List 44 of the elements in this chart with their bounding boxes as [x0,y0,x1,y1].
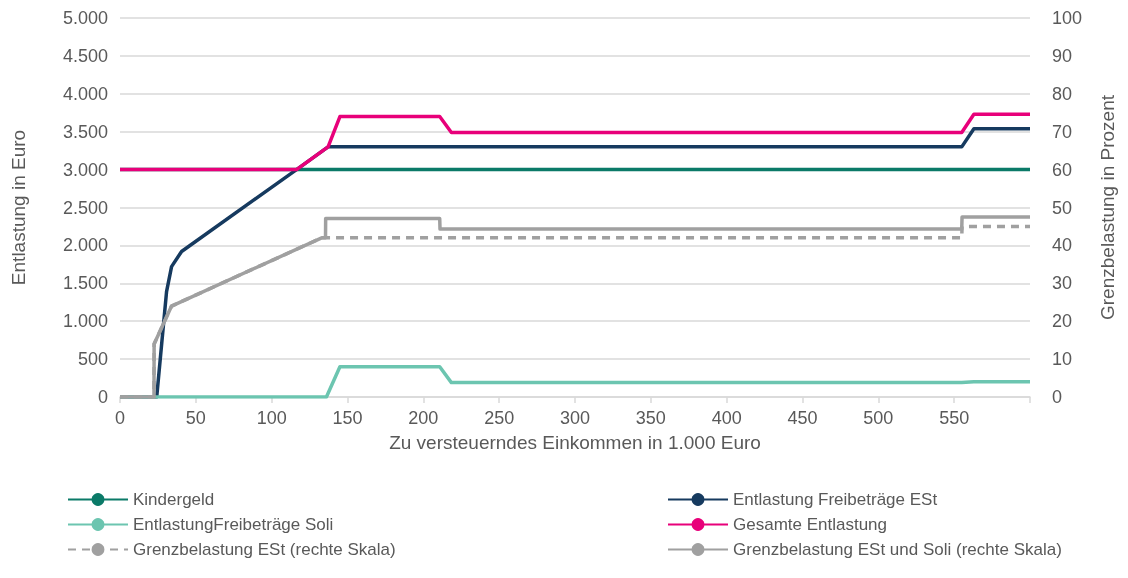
y-tick-label: 500 [77,349,108,370]
y2-tick-label: 60 [1052,159,1073,180]
y2-tick-label: 0 [1052,387,1063,407]
x-tick-label: 450 [787,408,818,428]
y-axis-title: Entlastung in Euro [8,129,29,286]
y2-tick-label: 50 [1052,197,1073,218]
y2-axis-title: Grenzbelastung in Prozent [1097,94,1118,320]
y-tick-label: 1.500 [62,273,108,294]
y2-tick-label: 100 [1052,8,1083,28]
y2-tick-label: 80 [1052,83,1073,104]
legend-label: Gesamte Entlastung [733,515,888,534]
y-tick-label: 0 [97,387,108,407]
legend-label: EntlastungFreibeträge Soli [133,515,334,534]
y2-tick-label: 10 [1052,349,1073,370]
legend-label: Grenzbelastung ESt (rechte Skala) [133,540,396,559]
legend-label: Grenzbelastung ESt und Soli (rechte Skala) [733,540,1062,559]
y2-tick-label: 90 [1052,45,1073,66]
line-series [118,112,1032,172]
y-tick-label: 1.000 [62,311,108,332]
y-tick-label: 4.500 [62,45,108,66]
y-tick-label: 2.500 [62,197,108,218]
x-tick-label: 150 [332,408,363,428]
x-tick-label: 200 [408,408,439,428]
x-tick-label: 300 [559,408,591,428]
y-tick-label: 2.000 [62,235,108,256]
x-tick-label: 0 [114,408,126,428]
x-tick-label: 50 [185,408,206,428]
y2-tick-label: 30 [1052,273,1073,294]
x-axis-title: Zu versteuerndes Einkommen in 1.000 Euro [389,432,761,453]
x-tick-label: 500 [863,408,894,428]
y-tick-label: 5.000 [62,8,108,28]
x-tick-label: 400 [711,408,742,428]
y2-tick-label: 70 [1052,121,1073,142]
x-tick-label: 350 [635,408,666,428]
legend-label: Kindergeld [133,490,215,509]
x-tick-label: 550 [939,408,970,428]
y2-tick-label: 40 [1052,235,1073,256]
y-tick-label: 4.000 [62,83,108,104]
y-tick-label: 3.000 [62,159,108,180]
x-tick-label: 100 [256,408,287,428]
x-tick-label: 250 [484,408,515,428]
y-tick-label: 3.500 [62,121,108,142]
y2-tick-label: 20 [1052,311,1073,332]
legend-label: Entlastung Freibeträge ESt [733,490,938,509]
